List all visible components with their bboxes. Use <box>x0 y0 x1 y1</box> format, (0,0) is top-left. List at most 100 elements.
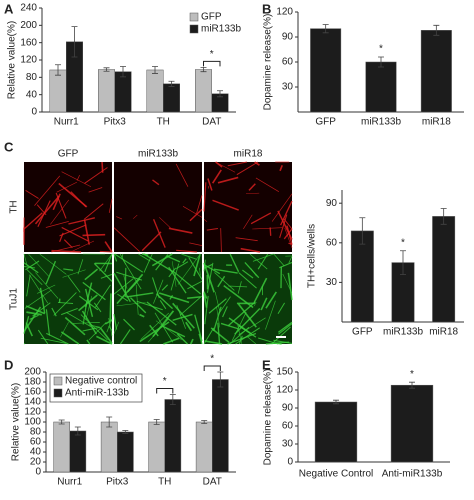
y-tick-label: 0 <box>31 107 37 118</box>
neurite <box>182 206 203 218</box>
bar <box>148 421 166 473</box>
bar <box>390 384 434 463</box>
neurite <box>265 291 278 309</box>
neurite <box>269 227 272 236</box>
neurite <box>151 253 173 267</box>
neurite <box>67 275 81 293</box>
neurite <box>116 216 123 220</box>
neurite <box>153 279 164 304</box>
neurite <box>168 267 177 278</box>
neurite <box>101 161 104 173</box>
neurite <box>177 255 200 285</box>
neurite <box>25 305 46 315</box>
annotation: * <box>379 44 383 55</box>
bar <box>212 379 229 473</box>
legend-frame <box>49 373 143 403</box>
neurite <box>82 326 101 332</box>
error-bar <box>400 250 406 275</box>
y-tick-label: 0 <box>35 467 41 478</box>
neurite <box>59 232 64 243</box>
neurite <box>152 179 160 186</box>
neurite <box>56 181 78 193</box>
neurite <box>158 292 190 304</box>
error-bar <box>322 24 329 34</box>
y-axis-label: Dopamine release(%) <box>263 14 274 111</box>
neurite <box>155 320 182 341</box>
neurite <box>123 318 135 331</box>
bar <box>164 399 182 473</box>
neurite <box>163 326 186 338</box>
x-tick-label: miR133b <box>361 117 401 128</box>
y-tick-label: 160 <box>24 387 41 398</box>
bar <box>420 30 452 113</box>
neurite <box>193 253 201 277</box>
bar <box>53 421 70 473</box>
neurite <box>277 210 293 240</box>
neurite <box>220 228 222 253</box>
error-bar <box>433 24 440 36</box>
neurite <box>133 214 138 219</box>
x-tick-label: Nurr1 <box>57 477 82 488</box>
neurite <box>25 322 34 337</box>
error-bar <box>152 66 159 74</box>
neurite <box>247 336 257 345</box>
annotation: * <box>210 49 214 60</box>
y-tick-label: 60 <box>30 437 42 448</box>
neurite <box>129 297 147 314</box>
y-tick-label: 60 <box>282 57 294 68</box>
legend-swatch <box>53 388 63 398</box>
legend-swatch <box>53 376 63 386</box>
bar <box>146 69 164 113</box>
neurite <box>106 318 113 333</box>
neurite <box>96 335 113 345</box>
neurite <box>179 295 203 316</box>
neurite <box>277 302 286 315</box>
neurite <box>104 241 113 253</box>
micrograph <box>204 254 292 344</box>
neurite <box>113 313 118 330</box>
neurite <box>51 307 57 317</box>
x-tick-label: miR18 <box>429 327 458 338</box>
neurite <box>218 296 231 315</box>
neurite <box>58 182 88 208</box>
neurite <box>61 171 92 188</box>
error-bar <box>201 420 208 424</box>
y-tick-label: 0 <box>287 457 293 468</box>
neurite <box>171 261 177 287</box>
neurite <box>24 289 52 309</box>
neurite <box>39 253 67 275</box>
neurite <box>113 253 118 262</box>
neurite <box>61 307 78 316</box>
error-bar <box>168 80 175 87</box>
x-tick-label: GFP <box>352 327 373 338</box>
y-tick-label: 30 <box>326 277 338 288</box>
neurite <box>217 322 221 345</box>
neurite <box>220 322 239 330</box>
neurite <box>203 182 207 212</box>
neurite <box>271 326 291 345</box>
error-bar <box>359 217 366 245</box>
image-column-label: GFP <box>58 149 79 160</box>
neurite <box>29 314 39 320</box>
x-tick-label: Anti-miR133b <box>382 469 443 480</box>
neurite <box>84 167 108 184</box>
neurite <box>34 195 60 225</box>
neurite <box>143 253 174 273</box>
neurite <box>80 314 108 341</box>
bracket <box>156 388 174 394</box>
neurite <box>208 298 227 314</box>
neurite <box>149 324 159 337</box>
annotation: * <box>401 237 405 248</box>
neurite <box>176 249 197 253</box>
neurite <box>172 313 193 321</box>
neurite <box>235 327 261 345</box>
error-bar <box>119 66 126 78</box>
neurite <box>93 302 102 313</box>
neurite <box>138 253 151 262</box>
neurite <box>26 274 31 297</box>
neurite <box>279 214 288 239</box>
neurite <box>154 312 174 343</box>
error-bar <box>333 399 339 405</box>
neurite <box>53 292 77 316</box>
y-tick-label: 150 <box>276 367 293 378</box>
